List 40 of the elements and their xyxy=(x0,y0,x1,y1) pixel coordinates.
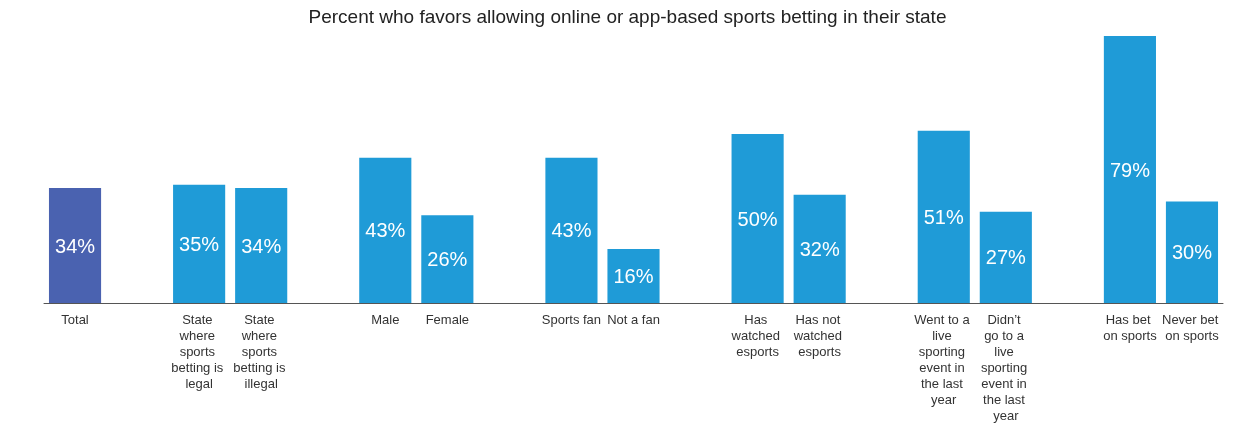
data-label: 30% xyxy=(1171,241,1213,264)
x-tick-label: Has not watched esports xyxy=(792,311,846,359)
x-tick-label: Total xyxy=(61,311,89,327)
bar xyxy=(48,188,102,303)
bar xyxy=(917,130,970,303)
chart-title: Percent who favors allowing online or app-based sports betting in their state xyxy=(308,6,947,27)
bar xyxy=(359,157,412,303)
bar xyxy=(731,134,784,303)
x-tick-label: Sports fan xyxy=(541,311,602,327)
bar xyxy=(793,194,846,303)
data-label: 50% xyxy=(737,207,778,230)
data-label: 35% xyxy=(179,232,220,255)
data-label: 34% xyxy=(241,234,282,257)
x-tick-label: Female xyxy=(425,311,470,327)
data-label: 32% xyxy=(799,237,840,260)
x-tick-label: Never bet on sports xyxy=(1161,311,1222,343)
data-label: 43% xyxy=(365,219,406,242)
x-tick-label: Male xyxy=(371,311,400,327)
data-label: 34% xyxy=(55,234,96,257)
x-tick-label: Has watched esports xyxy=(730,311,784,359)
bar xyxy=(545,157,598,303)
x-tick-label: Has bet on sports xyxy=(1103,311,1158,343)
bar xyxy=(979,211,1032,303)
x-tick-label: State where sports betting is illegal xyxy=(233,311,290,391)
x-tick-label: Went to a live sporting event in the last year xyxy=(914,311,974,407)
bar xyxy=(1165,201,1219,303)
bar xyxy=(421,215,474,303)
data-label: 51% xyxy=(923,205,964,228)
x-tick-label: Not a fan xyxy=(607,311,660,327)
data-label: 43% xyxy=(551,219,592,242)
data-label: 26% xyxy=(427,248,468,271)
data-label: 27% xyxy=(985,246,1027,269)
data-label: 79% xyxy=(1109,158,1151,181)
x-tick-label: State where sports betting is legal xyxy=(171,311,227,391)
data-label: 16% xyxy=(613,264,654,287)
bar xyxy=(173,184,226,303)
bar xyxy=(235,188,288,303)
bar xyxy=(1103,36,1156,303)
bar xyxy=(607,248,660,303)
x-tick-label: Didn’t go to a live sporting event in the last year xyxy=(980,311,1031,423)
